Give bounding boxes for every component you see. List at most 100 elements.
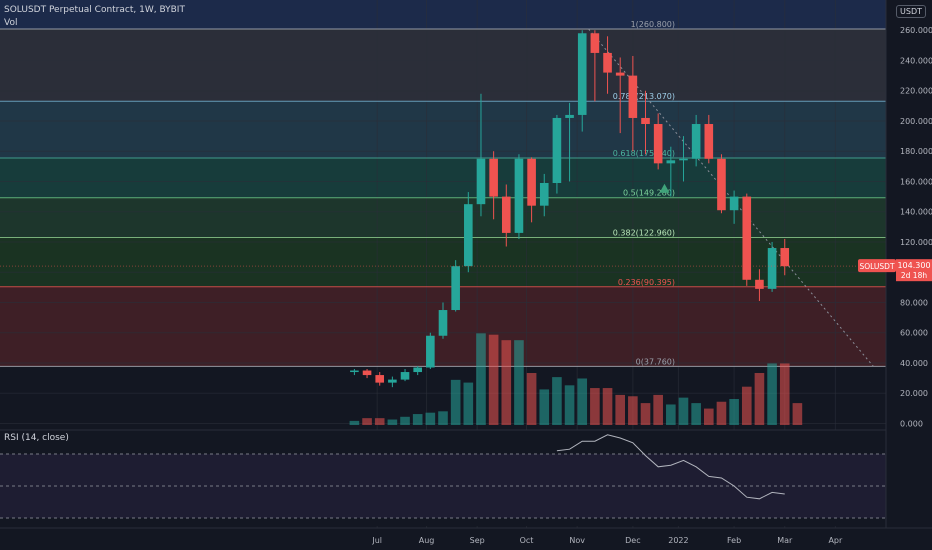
volume-bar bbox=[628, 396, 638, 425]
candle-body bbox=[527, 158, 536, 206]
price-tick-label: 0.000 bbox=[900, 419, 923, 428]
candle-body bbox=[615, 72, 625, 76]
volume-bars bbox=[349, 333, 803, 425]
fib-band bbox=[0, 157, 886, 198]
price-tick-label: 20.000 bbox=[900, 389, 928, 398]
fib-label: 1(260.800) bbox=[631, 20, 675, 29]
candle-body bbox=[577, 33, 587, 115]
fib-label: 0.236(90.395) bbox=[618, 278, 675, 287]
price-tick-label: 60.000 bbox=[900, 329, 928, 338]
candle-body bbox=[388, 379, 397, 383]
volume-bar bbox=[476, 333, 486, 425]
candle-body bbox=[375, 375, 385, 383]
price-tag-countdown: 2d 18h bbox=[901, 271, 927, 280]
candle-body bbox=[755, 279, 764, 289]
price-tick-label: 140.000 bbox=[900, 208, 932, 217]
volume-bar bbox=[741, 386, 752, 425]
fib-band bbox=[0, 29, 886, 102]
time-tick-label: Feb bbox=[727, 536, 741, 545]
fib-band bbox=[0, 101, 886, 158]
axis-background bbox=[0, 528, 932, 550]
candle-body bbox=[451, 266, 460, 311]
volume-bar bbox=[387, 419, 398, 425]
volume-bar bbox=[552, 377, 562, 425]
price-tick-label: 180.000 bbox=[900, 147, 932, 156]
volume-bar bbox=[691, 403, 701, 425]
rsi-background bbox=[0, 430, 886, 526]
time-tick-label: Apr bbox=[828, 536, 843, 545]
volume-bar bbox=[488, 334, 499, 425]
candle-body bbox=[653, 124, 663, 164]
volume-bar bbox=[678, 397, 689, 425]
candle-body bbox=[362, 370, 372, 376]
price-tag bbox=[896, 259, 932, 282]
candle-body bbox=[501, 196, 511, 233]
time-tick-label: Mar bbox=[777, 536, 793, 545]
fib-band bbox=[0, 197, 886, 238]
volume-bar bbox=[703, 408, 714, 425]
volume-bar bbox=[514, 340, 524, 425]
symbol-tag-text: SOLUSDT bbox=[859, 262, 894, 271]
price-tick-label: 200.000 bbox=[900, 117, 932, 126]
price-tick-label: 240.000 bbox=[900, 56, 932, 65]
candle-body bbox=[350, 370, 359, 373]
candle-body bbox=[679, 158, 688, 161]
volume-bar bbox=[615, 394, 626, 425]
candle-body bbox=[641, 117, 650, 125]
fib-band bbox=[0, 237, 886, 287]
volume-bar bbox=[374, 418, 385, 425]
rsi-line bbox=[556, 434, 785, 500]
candle-body bbox=[413, 367, 422, 373]
time-tick-label: Aug bbox=[419, 536, 435, 545]
time-tick-label: 2022 bbox=[668, 536, 688, 545]
fib-label: 0.786(213.070) bbox=[613, 92, 675, 101]
price-tag-value: 104.300 bbox=[897, 261, 930, 270]
volume-bar bbox=[501, 340, 512, 425]
fib-triangle-marker bbox=[659, 183, 670, 193]
fib-label: 0.382(122.960) bbox=[613, 229, 675, 238]
candle-body bbox=[729, 196, 739, 211]
candle-body bbox=[666, 160, 676, 164]
rsi-label: RSI (14, close) bbox=[4, 433, 69, 443]
time-tick-label: Nov bbox=[569, 536, 585, 545]
currency-unit-button[interactable]: USDT bbox=[896, 5, 926, 18]
volume-bar bbox=[400, 416, 410, 425]
candle-body bbox=[476, 158, 486, 205]
volume-bar bbox=[526, 373, 537, 425]
volume-bar bbox=[767, 363, 777, 425]
volume-bar bbox=[349, 420, 360, 425]
volume-bar bbox=[463, 382, 474, 425]
price-tick-label: 220.000 bbox=[900, 87, 932, 96]
candle-body bbox=[704, 124, 714, 159]
candle-body bbox=[717, 158, 726, 211]
fib-label: 0.618(175.540) bbox=[613, 149, 675, 158]
volume-bar bbox=[425, 412, 436, 425]
volume-bar bbox=[577, 378, 588, 425]
volume-bar bbox=[716, 401, 727, 425]
volume-bar bbox=[640, 403, 651, 425]
time-tick-label: Oct bbox=[520, 536, 534, 545]
candle-body bbox=[590, 33, 600, 53]
volume-bar bbox=[602, 388, 613, 425]
fib-label: 0.5(149.280) bbox=[623, 189, 675, 198]
price-tick-label: 160.000 bbox=[900, 177, 932, 186]
volume-bar bbox=[412, 414, 423, 425]
volume-bar bbox=[779, 363, 790, 425]
candle-body bbox=[464, 204, 473, 267]
volume-bar bbox=[653, 394, 663, 425]
candle-body bbox=[742, 196, 752, 280]
candle-body bbox=[426, 335, 435, 368]
price-tick-label: 40.000 bbox=[900, 359, 928, 368]
candle-body bbox=[438, 310, 448, 336]
fib-bands bbox=[0, 0, 886, 367]
candle-body bbox=[552, 117, 562, 183]
price-tick-label: 260.000 bbox=[900, 26, 932, 35]
fib-band bbox=[0, 0, 886, 30]
symbol-tag bbox=[858, 259, 896, 273]
candle-body bbox=[767, 248, 777, 289]
price-tick-label: 120.000 bbox=[900, 238, 932, 247]
candle-body bbox=[628, 75, 638, 118]
time-tick-label: Jul bbox=[371, 536, 382, 545]
